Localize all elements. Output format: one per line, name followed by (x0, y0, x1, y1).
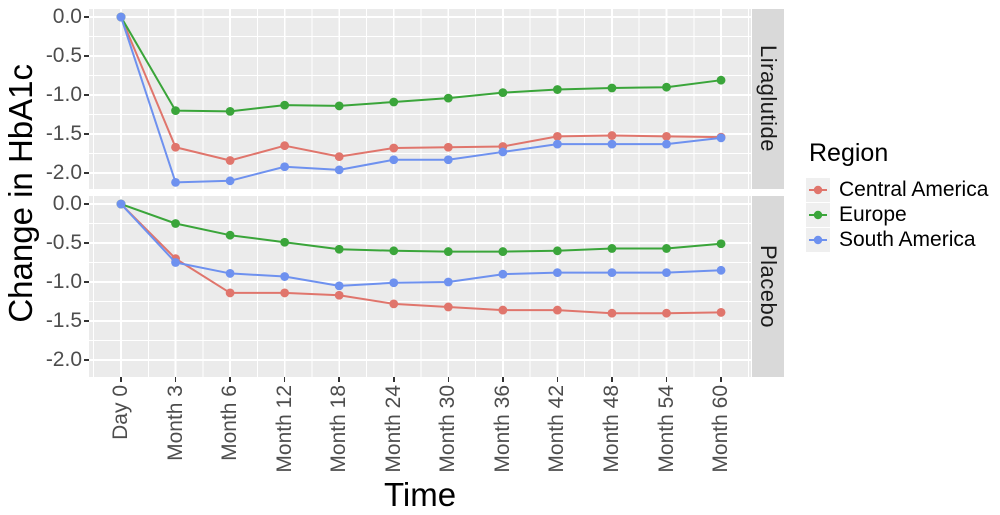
x-axis-title: Time (383, 476, 457, 513)
y-tick-mark (84, 172, 89, 174)
x-tick-label: Month 60 (709, 385, 733, 473)
legend-key-swatch (806, 203, 830, 227)
x-tick-label: Month 24 (381, 385, 405, 473)
series-south-america (116, 199, 726, 291)
legend-key-glyph (809, 210, 827, 220)
legend-item-label: South America (839, 228, 976, 251)
legend-key-glyph (809, 185, 827, 195)
x-tick-mark (174, 377, 177, 382)
y-tick-mark (84, 55, 89, 57)
facet-panel-liraglutide (89, 9, 751, 189)
x-tick-mark (502, 377, 504, 382)
panel-canvas (89, 9, 751, 189)
facet-strip-label: Placebo (756, 244, 781, 328)
series-europe (116, 199, 726, 256)
y-tick-label: -2.0 (45, 161, 82, 184)
y-tick-mark (84, 281, 89, 283)
x-tick-label: Month 6 (218, 385, 242, 461)
legend-item-central-america: Central America (806, 178, 1000, 202)
y-tick-label: -0.5 (45, 231, 82, 254)
y-tick-label: -2.0 (45, 348, 82, 371)
x-tick-label: Month 3 (163, 385, 187, 461)
x-tick-label: Month 18 (327, 385, 351, 473)
x-tick-mark (338, 377, 340, 382)
y-tick-label: 0.0 (52, 5, 82, 28)
y-tick-label: -1.0 (45, 270, 82, 293)
legend-item-label: Europe (839, 203, 907, 226)
x-tick-mark (556, 377, 559, 382)
minor-gridlines (89, 196, 751, 377)
y-tick-label: 0.0 (52, 192, 82, 215)
x-tick-mark (611, 377, 613, 382)
x-tick-label: Month 48 (599, 385, 623, 473)
legend-title: Region (809, 139, 889, 167)
x-tick-mark (665, 377, 668, 382)
y-tick-mark (84, 203, 89, 205)
x-tick-label: Month 54 (654, 385, 678, 473)
x-tick-label: Month 30 (436, 385, 460, 473)
legend-item-label: Central America (839, 178, 989, 201)
x-tick-label: Month 12 (272, 385, 296, 473)
y-tick-mark (84, 133, 89, 135)
x-tick-label: Month 42 (545, 385, 569, 473)
facet-panel-placebo (89, 196, 751, 377)
panel-canvas (89, 196, 751, 377)
x-tick-mark (229, 377, 231, 382)
y-tick-label: -0.5 (45, 44, 82, 67)
legend-key-glyph (809, 235, 827, 245)
facet-strip-liraglutide: Liraglutide (752, 9, 784, 189)
legend: Region Central America Europe South Americ… (806, 139, 1000, 253)
legend-item-south-america: South America (806, 228, 1000, 252)
x-tick-label: Day 0 (109, 385, 132, 440)
y-tick-mark (84, 320, 89, 322)
legend-key-swatch (806, 228, 830, 252)
facet-strip-label: Liraglutide (756, 45, 781, 153)
y-tick-mark (84, 359, 89, 361)
legend-items: Central America Europe South America (806, 178, 1000, 252)
legend-key-swatch (806, 178, 830, 202)
facet-strip-placebo: Placebo (752, 196, 784, 377)
x-tick-mark (393, 377, 395, 382)
minor-gridlines (89, 9, 751, 189)
x-tick-label: Month 36 (490, 385, 514, 473)
y-tick-mark (84, 94, 89, 96)
legend-item-europe: Europe (806, 203, 1000, 227)
y-tick-label: -1.0 (45, 83, 82, 106)
y-tick-mark (84, 16, 89, 18)
x-tick-mark (120, 377, 122, 382)
y-tick-label: -1.5 (45, 122, 82, 145)
y-tick-mark (84, 242, 89, 244)
x-tick-mark (283, 377, 286, 382)
x-tick-mark (720, 377, 722, 382)
series-south-america (116, 12, 726, 187)
x-tick-mark (447, 377, 450, 382)
y-tick-label: -1.5 (45, 309, 82, 332)
